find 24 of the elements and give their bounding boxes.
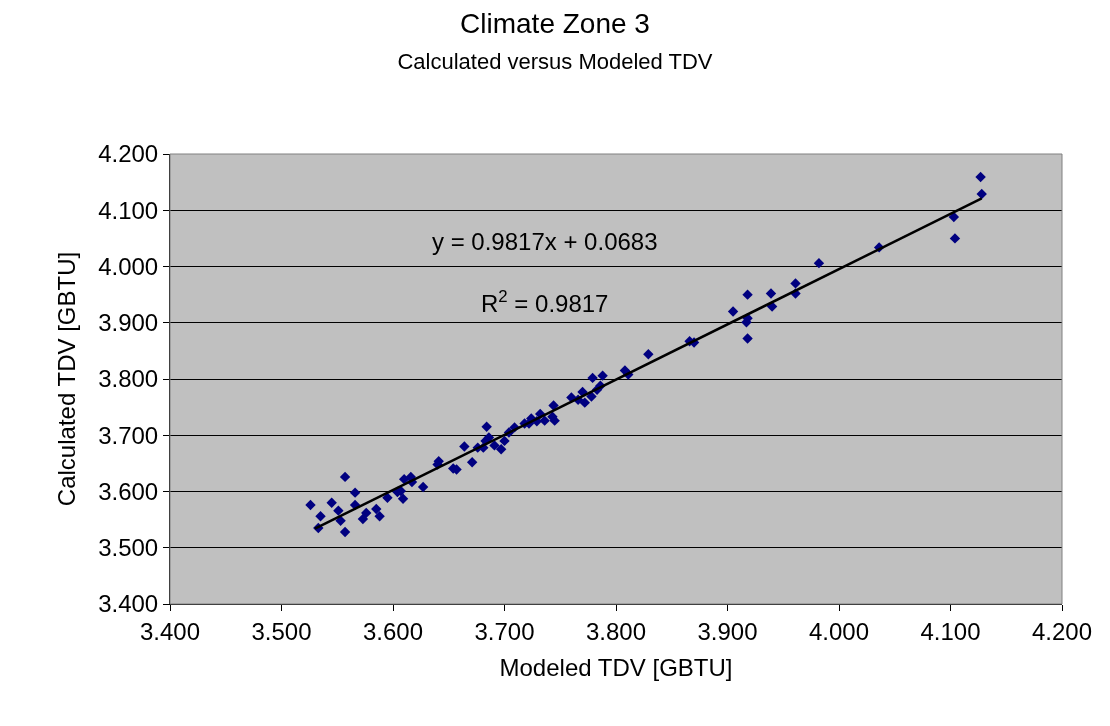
x-tick-label: 3.400	[139, 617, 201, 645]
y-tick-label: 3.600	[98, 477, 159, 505]
y-tick-label: 3.900	[98, 309, 159, 337]
y-tick-label: 3.400	[98, 590, 159, 618]
y-tick-label: 3.500	[98, 534, 159, 562]
x-tick-label: 4.000	[808, 617, 870, 645]
y-tick-label: 3.800	[98, 365, 159, 393]
annotation: R$^{2}$ = 0.9817	[481, 287, 609, 318]
x-tick-label: 3.600	[362, 617, 424, 645]
x-tick-label: 3.900	[697, 617, 758, 645]
x-tick-label: 3.700	[474, 617, 535, 645]
x-tick-label: 3.800	[585, 617, 647, 645]
y-tick-label: 3.700	[98, 421, 159, 449]
x-tick-label: 3.500	[251, 617, 312, 645]
y-tick-label: 4.200	[98, 140, 159, 168]
y-tick-label: 4.000	[98, 252, 159, 280]
chart-title: Climate Zone 3	[460, 7, 650, 39]
x-tick-label: 4.100	[920, 617, 981, 645]
y-axis-title: Calculated TDV [GBTU]	[53, 251, 81, 507]
y-tick-label: 4.100	[98, 196, 159, 224]
annotation: y = 0.9817x + 0.0683	[432, 228, 658, 255]
chart-subtitle: Calculated versus Modeled TDV	[397, 49, 713, 75]
x-axis-title: Modeled TDV [GBTU]	[499, 654, 733, 682]
x-tick-label: 4.200	[1031, 617, 1093, 645]
